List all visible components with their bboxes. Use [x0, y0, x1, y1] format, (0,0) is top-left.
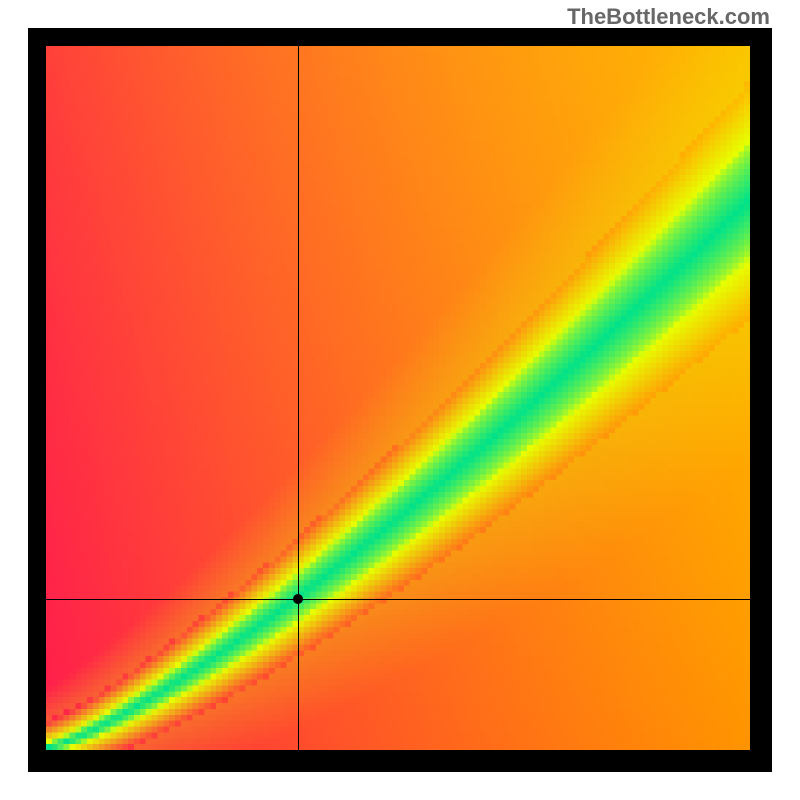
watermark-text: TheBottleneck.com	[567, 4, 770, 30]
plot-area	[46, 46, 750, 750]
crosshair-horizontal	[46, 599, 750, 600]
crosshair-vertical	[298, 46, 299, 750]
marker-dot	[293, 594, 303, 604]
chart-frame	[28, 28, 772, 772]
heatmap-canvas	[46, 46, 750, 750]
